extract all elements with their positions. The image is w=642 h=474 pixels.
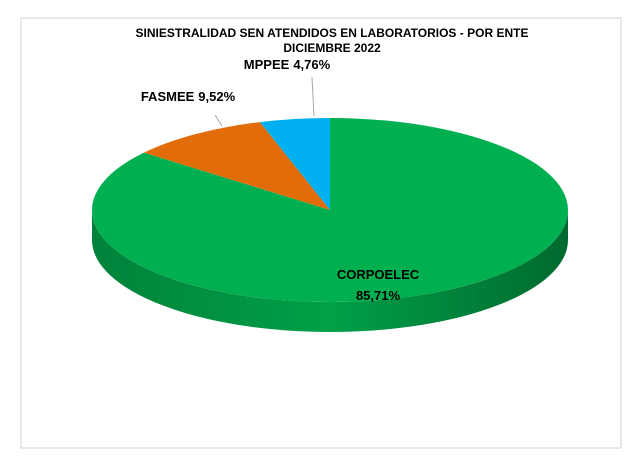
- data-label-value: 4,76%: [293, 57, 330, 72]
- data-label-name: FASMEE: [141, 89, 195, 104]
- leader-line: [214, 114, 223, 127]
- leader-line: [311, 76, 315, 117]
- data-label: FASMEE 9,52%: [141, 89, 236, 104]
- pie-side: [92, 210, 568, 332]
- data-label-value: 9,52%: [198, 89, 235, 104]
- pie-slice: [143, 122, 330, 210]
- data-label-name: CORPOELEC: [337, 267, 420, 282]
- data-label-value: 85,71%: [356, 288, 401, 303]
- chart-title: SINIESTRALIDAD SEN ATENDIDOS EN LABORATO…: [136, 26, 529, 40]
- chart-title: DICIEMBRE 2022: [283, 41, 381, 55]
- data-label: MPPEE 4,76%: [244, 57, 331, 72]
- data-label-name: MPPEE: [244, 57, 290, 72]
- pie-slice: [259, 118, 330, 210]
